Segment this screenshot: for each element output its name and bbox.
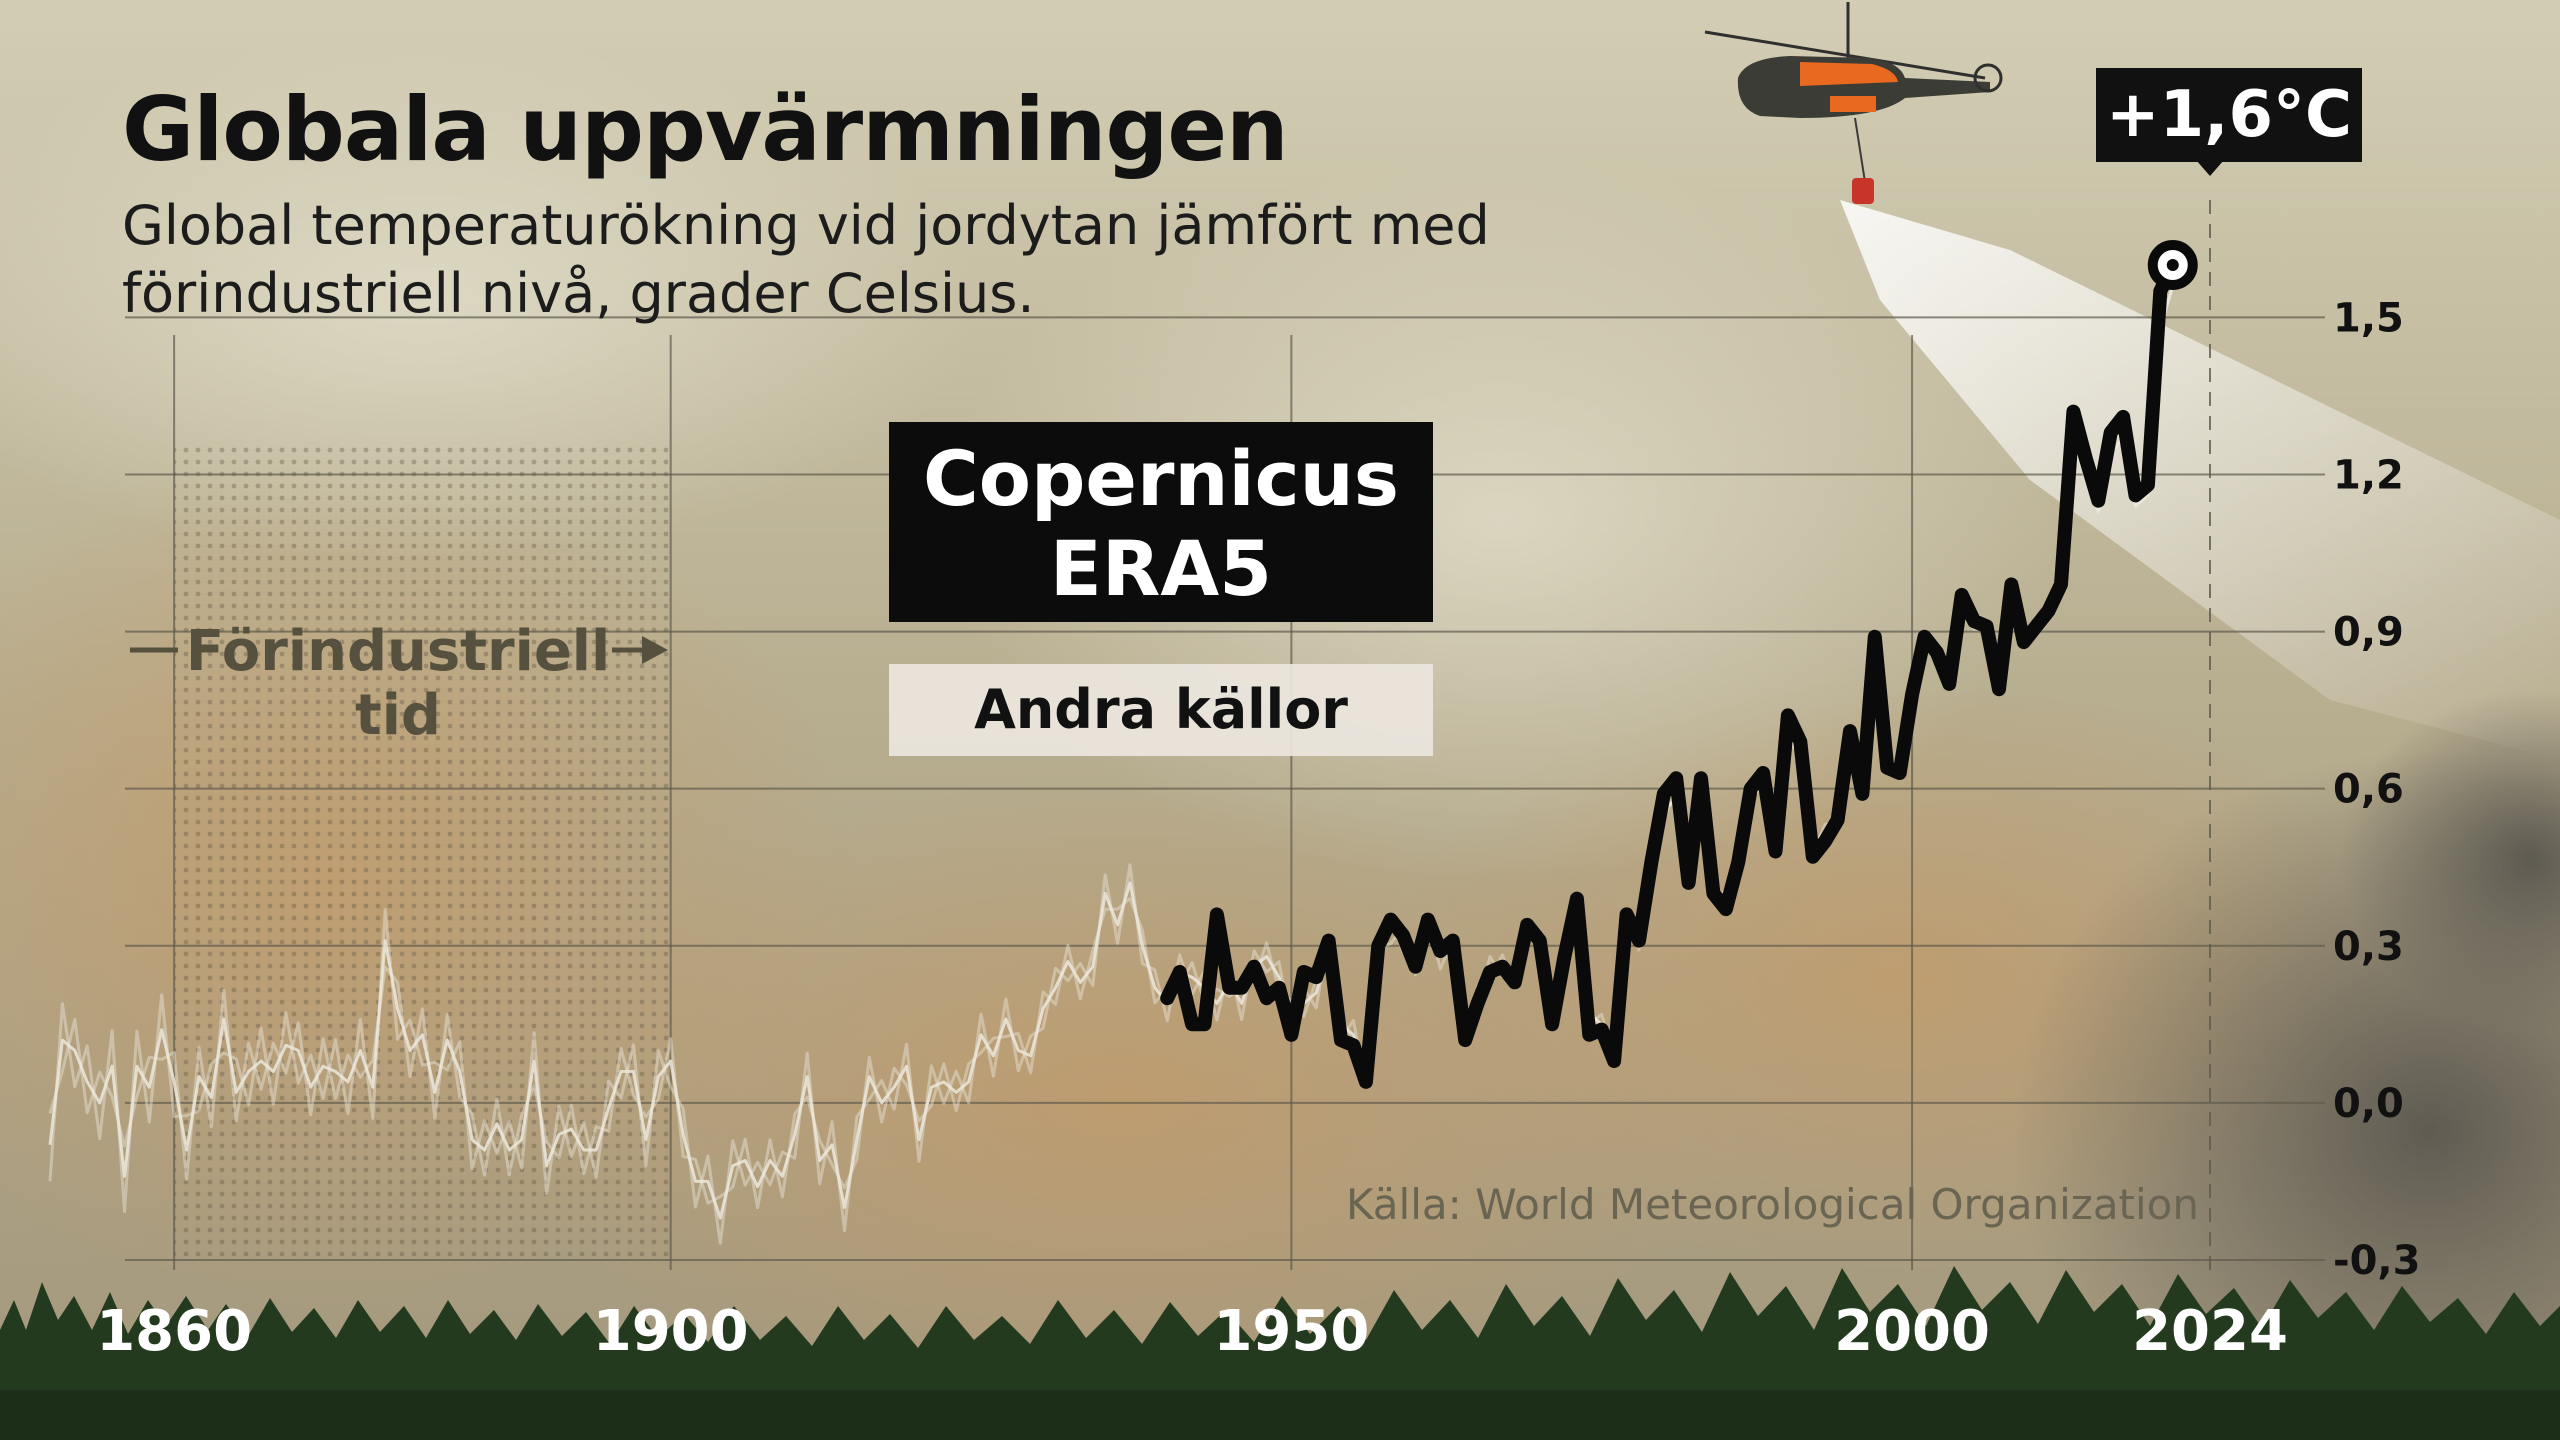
primary-series-line xyxy=(1160,258,2180,1089)
latest-value-callout: +1,6°C xyxy=(2096,68,2362,162)
y-tick-label-1: 0,0 xyxy=(2333,1081,2404,1127)
y-tick-label-4: 0,9 xyxy=(2333,610,2404,656)
legend-secondary-series: Andra källor xyxy=(889,664,1433,756)
x-tick-label-4: 2024 xyxy=(2132,1299,2288,1364)
source-credit: Källa: World Meteorological Organization xyxy=(1346,1180,2200,1229)
callout-pointer xyxy=(2196,160,2224,176)
x-tick-label-2: 1950 xyxy=(1213,1299,1369,1364)
helicopter-icon xyxy=(1704,2,2003,204)
y-tick-label-0: -0,3 xyxy=(2333,1238,2420,1284)
preindustrial-label: Förindustriell tid xyxy=(185,619,611,748)
axis-ticks: -0,3 0,0 0,3 0,6 0,9 1,2 1,5 1860 1900 1950 2000 20… xyxy=(96,295,2420,1364)
preindustrial-arrows xyxy=(130,636,668,664)
y-tick-label-6: 1,5 xyxy=(2333,295,2404,341)
y-tick-label-2: 0,3 xyxy=(2333,924,2404,970)
x-tick-label-3: 2000 xyxy=(1834,1299,1990,1364)
x-tick-label-1: 1900 xyxy=(593,1299,749,1364)
chart-subtitle: Global temperaturökning vid jordytan jäm… xyxy=(122,194,1490,325)
arrow-right-head-icon xyxy=(642,636,668,664)
end-point-dot xyxy=(2166,259,2179,271)
x-tick-label-0: 1860 xyxy=(96,1299,252,1364)
legend-primary-series: Copernicus ERA5 xyxy=(889,422,1433,622)
series-line-primary xyxy=(1160,258,2180,1089)
y-tick-label-5: 1,2 xyxy=(2333,452,2404,498)
water-spray xyxy=(1840,200,2560,760)
end-marker xyxy=(2147,240,2198,290)
preindustrial-shade xyxy=(174,444,671,1260)
y-tick-label-3: 0,6 xyxy=(2333,767,2404,813)
chart-title: Globala uppvärmningen xyxy=(122,78,1289,181)
